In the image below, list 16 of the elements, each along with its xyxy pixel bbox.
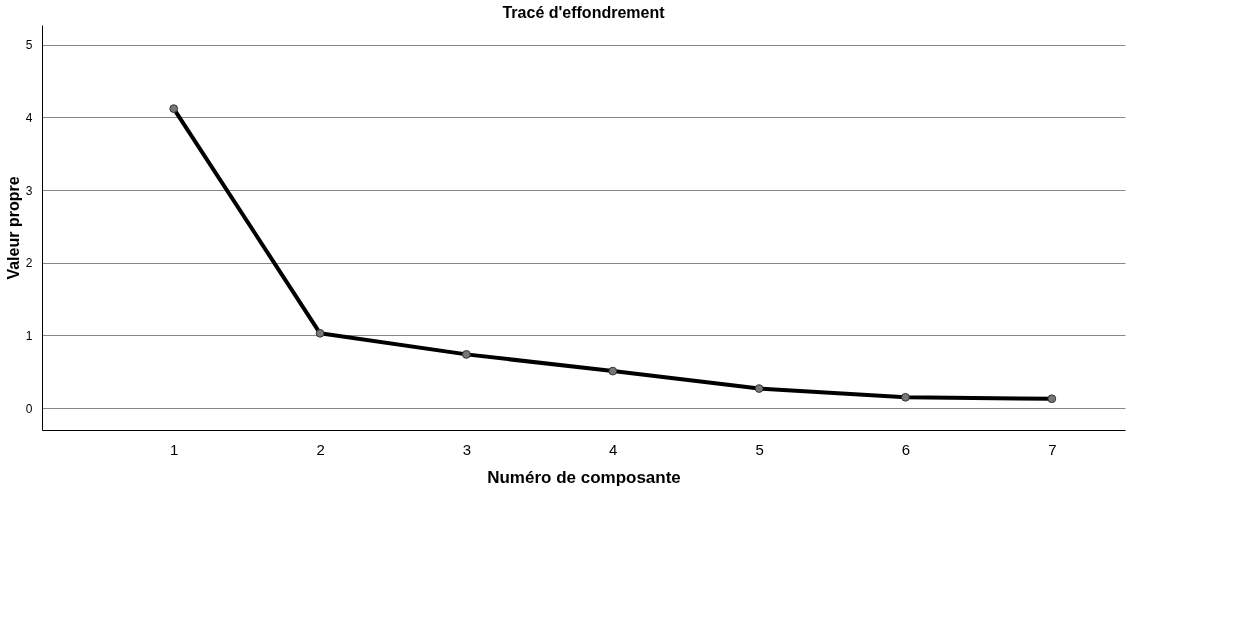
y-tick-label: 3 [25,183,33,198]
y-tick-label: 0 [25,401,33,416]
y-tick-label: 4 [25,110,33,125]
y-tick-label: 5 [25,38,33,53]
x-tick-label: 7 [1048,440,1057,458]
x-tick-label: 2 [316,440,325,458]
x-tick-label: 5 [755,440,764,458]
x-tick-label: 4 [609,440,618,458]
y-tick-label: 2 [25,256,33,271]
y-tick-label: 1 [25,328,33,343]
y-axis-title: Valeur propre [4,176,22,280]
x-tick-label: 1 [170,440,179,458]
chart-title: Tracé d'effondrement [502,4,666,21]
x-axis-title: Numéro de composante [487,467,681,487]
x-tick-label: 3 [462,440,472,458]
x-tick-label: 6 [901,440,911,458]
